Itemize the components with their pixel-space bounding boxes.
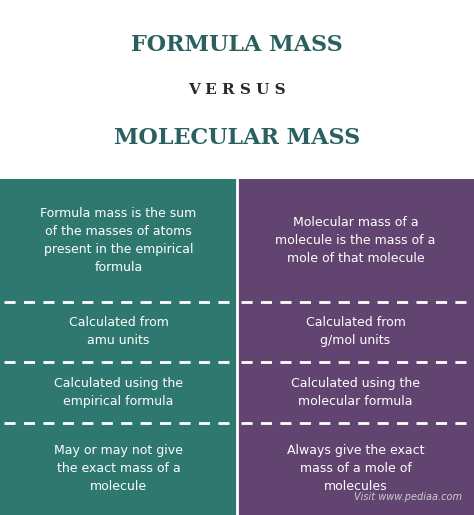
Bar bbox=[237, 302, 474, 362]
Text: Calculated using the
molecular formula: Calculated using the molecular formula bbox=[291, 377, 420, 408]
Text: Formula mass is the sum
of the masses of atoms
present in the empirical
formula: Formula mass is the sum of the masses of… bbox=[40, 207, 197, 274]
Bar bbox=[0, 423, 237, 515]
Bar bbox=[237, 179, 474, 302]
Text: Molecular mass of a
molecule is the mass of a
mole of that molecule: Molecular mass of a molecule is the mass… bbox=[275, 216, 436, 265]
Text: Calculated from
g/mol units: Calculated from g/mol units bbox=[306, 317, 405, 348]
Bar bbox=[0, 362, 237, 423]
Text: V E R S U S: V E R S U S bbox=[188, 83, 286, 97]
Text: Calculated using the
empirical formula: Calculated using the empirical formula bbox=[54, 377, 183, 408]
Bar bbox=[0, 302, 237, 362]
Text: Always give the exact
mass of a mole of
molecules: Always give the exact mass of a mole of … bbox=[287, 444, 424, 493]
Text: FORMULA MASS: FORMULA MASS bbox=[131, 34, 343, 56]
Text: May or may not give
the exact mass of a
molecule: May or may not give the exact mass of a … bbox=[54, 444, 183, 493]
Bar bbox=[0, 179, 237, 302]
Bar bbox=[237, 362, 474, 423]
Text: MOLECULAR MASS: MOLECULAR MASS bbox=[114, 127, 360, 149]
Text: Calculated from
amu units: Calculated from amu units bbox=[69, 317, 168, 348]
Text: Visit www.pediaa.com: Visit www.pediaa.com bbox=[354, 492, 462, 502]
Bar bbox=[237, 423, 474, 515]
